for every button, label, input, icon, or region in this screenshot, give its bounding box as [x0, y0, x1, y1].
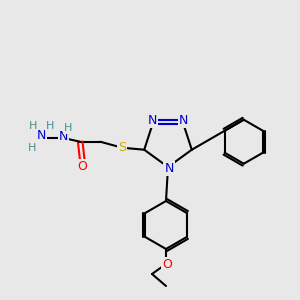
Text: N: N [37, 129, 46, 142]
Text: H: H [29, 121, 38, 131]
Text: H: H [46, 121, 54, 131]
Text: S: S [118, 141, 126, 154]
Text: N: N [58, 130, 68, 143]
Text: N: N [148, 114, 157, 127]
Text: N: N [164, 161, 174, 175]
Text: N: N [179, 114, 188, 127]
Text: O: O [77, 160, 87, 173]
Text: H: H [64, 123, 72, 133]
Text: H: H [28, 143, 36, 153]
Text: O: O [162, 257, 172, 271]
